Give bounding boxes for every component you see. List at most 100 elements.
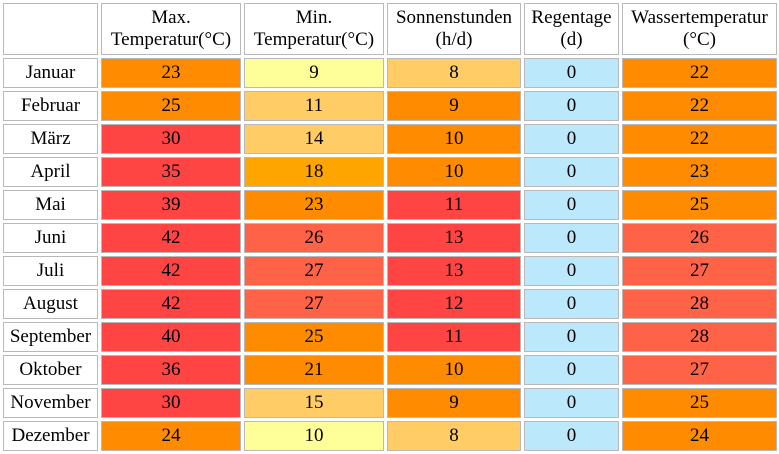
header-sunshine-line2: (h/d) (435, 29, 473, 50)
corner-cell (3, 3, 98, 55)
sunshine-cell: 11 (387, 322, 521, 352)
header-water-temp-line1: Wassertemperatur (631, 7, 768, 28)
month-cell: Januar (3, 58, 98, 88)
table-row: September 40 25 11 0 28 (3, 322, 777, 352)
table-row: August 42 27 12 0 28 (3, 289, 777, 319)
month-cell: August (3, 289, 98, 319)
rain-days-cell: 0 (524, 91, 619, 121)
sunshine-cell: 9 (387, 388, 521, 418)
min-temp-cell: 9 (244, 58, 384, 88)
max-temp-cell: 35 (101, 157, 241, 187)
table-row: Dezember 24 10 8 0 24 (3, 421, 777, 451)
water-temp-cell: 25 (622, 388, 777, 418)
min-temp-cell: 26 (244, 223, 384, 253)
sunshine-cell: 9 (387, 91, 521, 121)
month-cell: Februar (3, 91, 98, 121)
sunshine-cell: 13 (387, 223, 521, 253)
min-temp-cell: 15 (244, 388, 384, 418)
min-temp-cell: 23 (244, 190, 384, 220)
month-cell: September (3, 322, 98, 352)
min-temp-cell: 14 (244, 124, 384, 154)
min-temp-cell: 10 (244, 421, 384, 451)
max-temp-cell: 30 (101, 388, 241, 418)
min-temp-cell: 27 (244, 256, 384, 286)
sunshine-cell: 11 (387, 190, 521, 220)
month-cell: November (3, 388, 98, 418)
rain-days-cell: 0 (524, 58, 619, 88)
header-max-temp: Max. Temperatur(°C) (101, 3, 241, 55)
header-rain-days: Regentage (d) (524, 3, 619, 55)
table-row: Januar 23 9 8 0 22 (3, 58, 777, 88)
max-temp-cell: 36 (101, 355, 241, 385)
water-temp-cell: 22 (622, 58, 777, 88)
min-temp-cell: 11 (244, 91, 384, 121)
rain-days-cell: 0 (524, 388, 619, 418)
table-row: Februar 25 11 9 0 22 (3, 91, 777, 121)
table-row: Juli 42 27 13 0 27 (3, 256, 777, 286)
month-cell: März (3, 124, 98, 154)
month-cell: Juli (3, 256, 98, 286)
water-temp-cell: 24 (622, 421, 777, 451)
month-cell: Juni (3, 223, 98, 253)
header-rain-days-line2: (d) (560, 29, 583, 50)
min-temp-cell: 25 (244, 322, 384, 352)
header-water-temp-line2: (°C) (683, 29, 716, 50)
sunshine-cell: 10 (387, 124, 521, 154)
header-max-temp-line1: Max. (151, 7, 191, 28)
max-temp-cell: 42 (101, 223, 241, 253)
min-temp-cell: 21 (244, 355, 384, 385)
rain-days-cell: 0 (524, 421, 619, 451)
min-temp-cell: 18 (244, 157, 384, 187)
max-temp-cell: 40 (101, 322, 241, 352)
table-row: November 30 15 9 0 25 (3, 388, 777, 418)
month-cell: Mai (3, 190, 98, 220)
rain-days-cell: 0 (524, 322, 619, 352)
table-body: Januar 23 9 8 0 22 Februar 25 11 9 0 22 März 30 14 10 0 2… (3, 58, 777, 451)
sunshine-cell: 12 (387, 289, 521, 319)
water-temp-cell: 26 (622, 223, 777, 253)
max-temp-cell: 42 (101, 256, 241, 286)
water-temp-cell: 28 (622, 322, 777, 352)
table-row: April 35 18 10 0 23 (3, 157, 777, 187)
rain-days-cell: 0 (524, 355, 619, 385)
table-row: Mai 39 23 11 0 25 (3, 190, 777, 220)
max-temp-cell: 24 (101, 421, 241, 451)
water-temp-cell: 22 (622, 124, 777, 154)
rain-days-cell: 0 (524, 157, 619, 187)
water-temp-cell: 22 (622, 91, 777, 121)
header-sunshine: Sonnenstunden (h/d) (387, 3, 521, 55)
header-sunshine-line1: Sonnenstunden (395, 7, 513, 28)
table-row: März 30 14 10 0 22 (3, 124, 777, 154)
sunshine-cell: 10 (387, 157, 521, 187)
min-temp-cell: 27 (244, 289, 384, 319)
header-min-temp: Min. Temperatur(°C) (244, 3, 384, 55)
water-temp-cell: 27 (622, 355, 777, 385)
header-water-temp: Wassertemperatur (°C) (622, 3, 777, 55)
rain-days-cell: 0 (524, 223, 619, 253)
header-min-temp-line2: Temperatur(°C) (253, 29, 375, 50)
rain-days-cell: 0 (524, 124, 619, 154)
rain-days-cell: 0 (524, 190, 619, 220)
header-rain-days-line1: Regentage (531, 7, 612, 28)
table-row: Juni 42 26 13 0 26 (3, 223, 777, 253)
header-min-temp-line1: Min. (295, 7, 333, 28)
water-temp-cell: 28 (622, 289, 777, 319)
month-cell: Oktober (3, 355, 98, 385)
sunshine-cell: 8 (387, 421, 521, 451)
max-temp-cell: 42 (101, 289, 241, 319)
max-temp-cell: 39 (101, 190, 241, 220)
rain-days-cell: 0 (524, 289, 619, 319)
month-cell: Dezember (3, 421, 98, 451)
water-temp-cell: 25 (622, 190, 777, 220)
sunshine-cell: 8 (387, 58, 521, 88)
table-row: Oktober 36 21 10 0 27 (3, 355, 777, 385)
max-temp-cell: 23 (101, 58, 241, 88)
water-temp-cell: 23 (622, 157, 777, 187)
month-cell: April (3, 157, 98, 187)
sunshine-cell: 13 (387, 256, 521, 286)
max-temp-cell: 25 (101, 91, 241, 121)
sunshine-cell: 10 (387, 355, 521, 385)
header-row: Max. Temperatur(°C) Min. Temperatur(°C) … (3, 3, 777, 55)
max-temp-cell: 30 (101, 124, 241, 154)
